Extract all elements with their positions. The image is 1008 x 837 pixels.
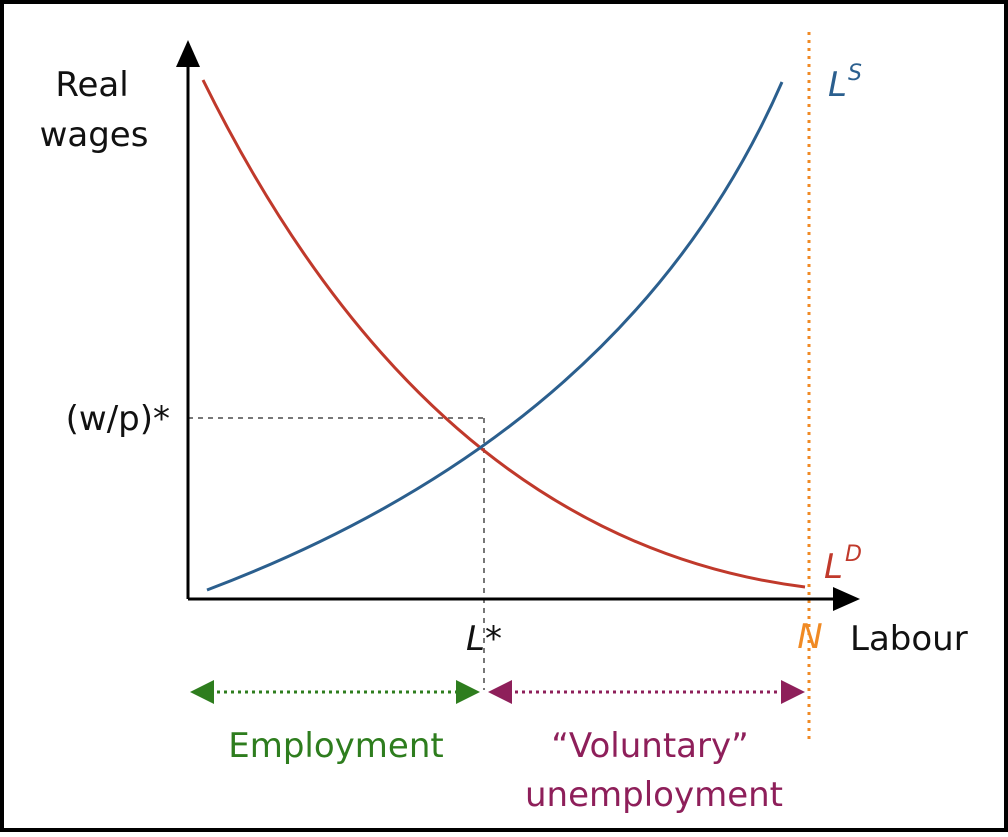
demand-label-base: L <box>824 547 843 587</box>
y-axis-label-line2: wages <box>40 115 149 155</box>
labour-demand-curve <box>201 79 806 589</box>
supply-label-base: L <box>828 65 847 105</box>
y-axis-label-line1: Real <box>55 65 128 105</box>
labour-force-label: N <box>797 617 822 657</box>
x-axis-label: Labour <box>850 619 968 659</box>
demand-curve-label: L D <box>824 542 862 587</box>
voluntary-label-line1: “Voluntary” <box>551 726 748 766</box>
employment-label: Employment <box>228 726 443 766</box>
equilibrium-wage-label: (w/p)* <box>66 399 170 439</box>
supply-curve-label: L S <box>828 61 862 105</box>
supply-label-sup: S <box>848 61 862 86</box>
labour-supply-curve <box>206 81 784 592</box>
equilibrium-labour-label: L* <box>466 619 502 659</box>
voluntary-label-line2: unemployment <box>525 775 783 815</box>
demand-label-sup: D <box>845 542 862 567</box>
